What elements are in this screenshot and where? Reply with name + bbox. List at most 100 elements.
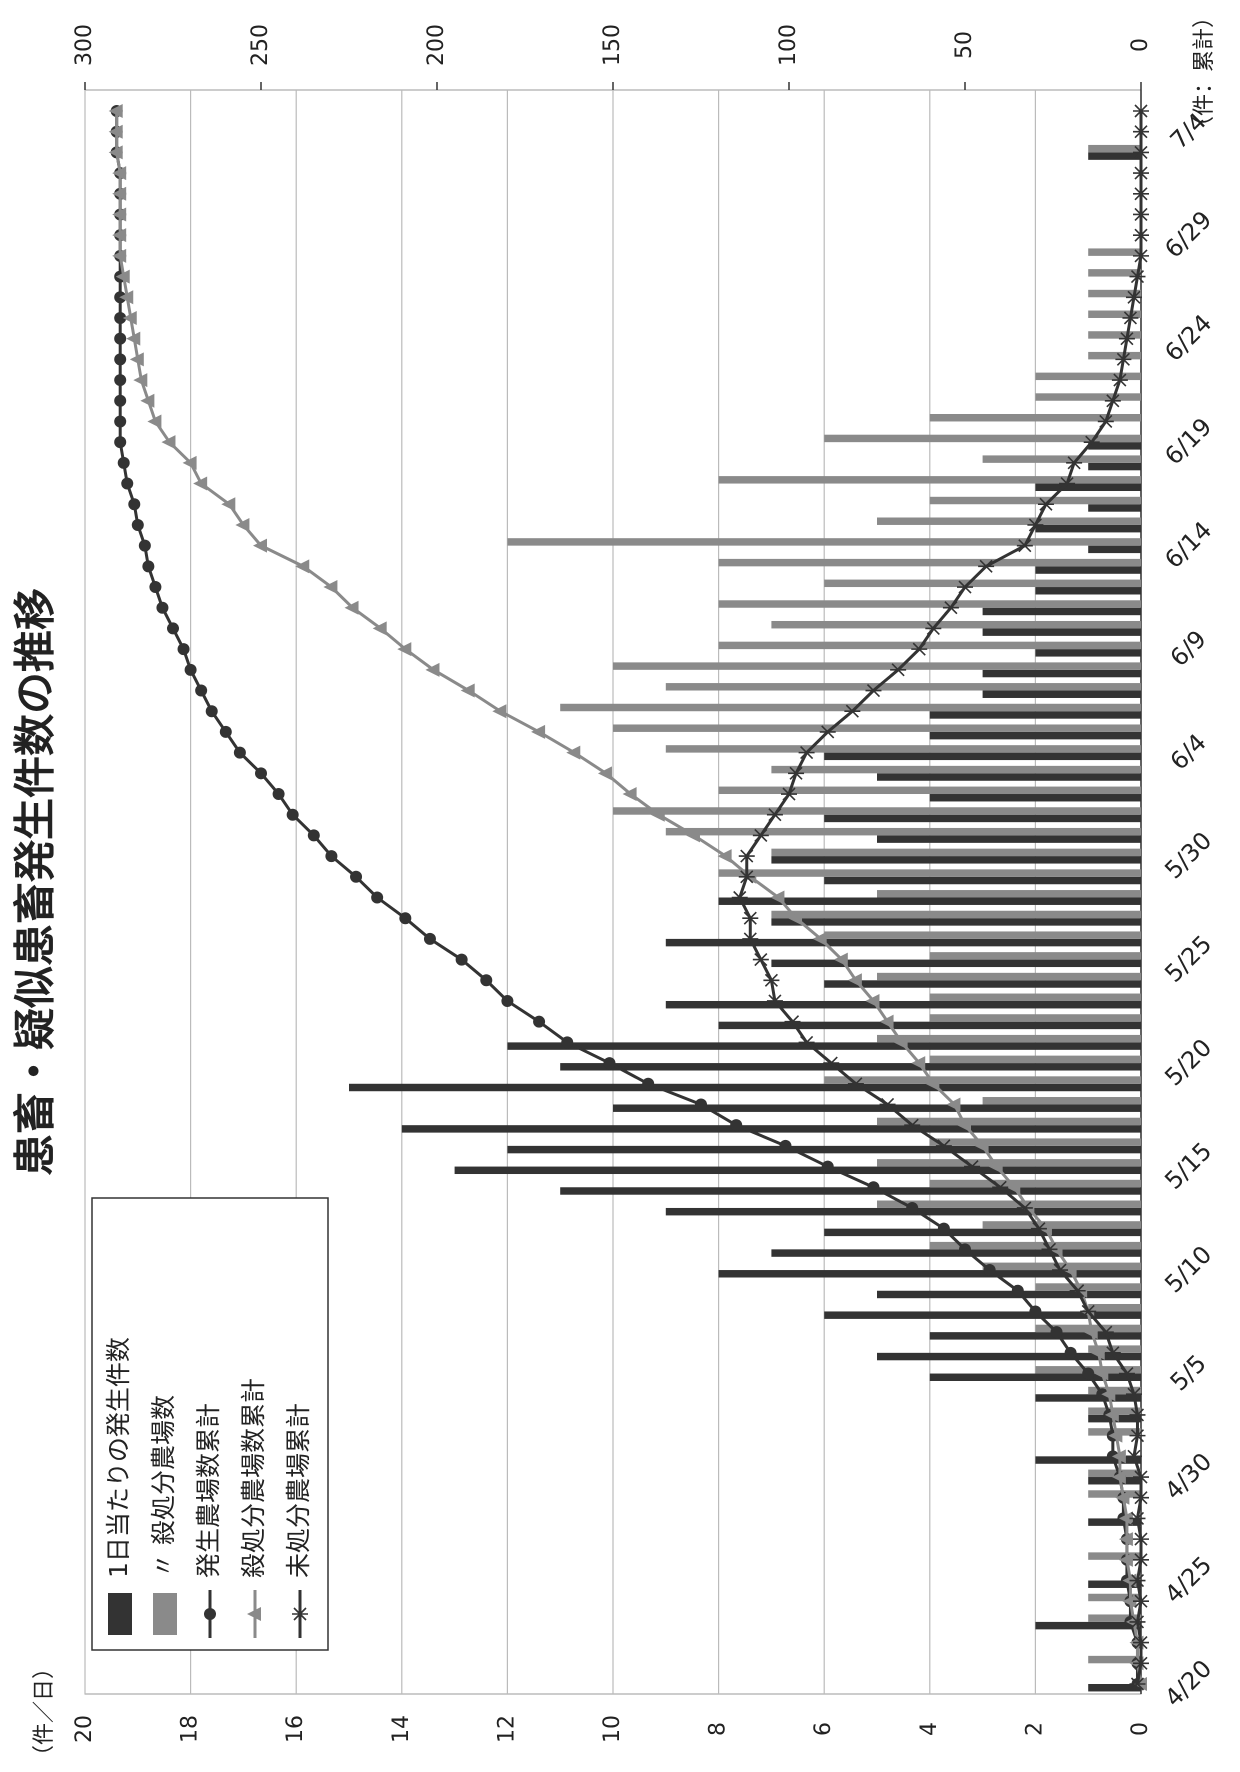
bar (1088, 442, 1141, 450)
legend-swatch (108, 1593, 132, 1635)
marker (730, 1119, 743, 1132)
marker (147, 414, 162, 429)
legend-swatch (153, 1593, 177, 1635)
bar (613, 724, 1141, 732)
bar (877, 890, 1141, 898)
marker (423, 932, 436, 945)
marker (221, 497, 236, 512)
marker (731, 890, 748, 905)
marker (622, 787, 637, 802)
marker (1129, 270, 1146, 284)
marker (1041, 1242, 1058, 1256)
marker (1133, 249, 1149, 263)
marker (1083, 435, 1100, 449)
bar (771, 620, 1142, 629)
marker (1129, 1615, 1146, 1629)
marker (978, 559, 995, 573)
marker (112, 186, 127, 201)
y2-tick-label: 300 (72, 24, 97, 66)
x-tick-label: 5/10 (1159, 1240, 1217, 1298)
marker (937, 1222, 950, 1235)
bar (507, 1145, 1141, 1154)
bar (1088, 1552, 1141, 1560)
marker (156, 601, 169, 614)
bar (824, 876, 1141, 885)
bar (1088, 351, 1141, 360)
bar (1088, 152, 1141, 160)
marker (1133, 187, 1149, 201)
marker (480, 974, 493, 987)
marker (1125, 1449, 1142, 1463)
marker (1129, 1677, 1146, 1691)
bar (824, 434, 1141, 443)
y2-tick-label: 50 (952, 31, 977, 59)
marker (182, 455, 197, 470)
marker (879, 1097, 896, 1112)
x-tick-label: 6/9 (1165, 625, 1212, 672)
bar (824, 752, 1141, 761)
bar (982, 690, 1141, 698)
bar (877, 1034, 1141, 1043)
bar (929, 1055, 1141, 1064)
marker (114, 374, 127, 387)
x-tick-label: 5/25 (1159, 930, 1217, 988)
x-tick-label: 5/30 (1159, 826, 1217, 884)
x-tick-label: 6/4 (1165, 728, 1212, 775)
marker (129, 352, 144, 367)
y2-tick-label: 100 (776, 24, 801, 66)
bar (982, 455, 1141, 463)
x-tick-label: 5/5 (1165, 1349, 1212, 1396)
bar (929, 731, 1141, 740)
marker (112, 207, 127, 222)
marker (738, 849, 755, 863)
marker (1133, 1656, 1149, 1670)
marker (425, 662, 440, 677)
bar (771, 848, 1142, 857)
marker (1104, 1407, 1119, 1422)
marker (1090, 1345, 1105, 1360)
marker (1111, 373, 1128, 387)
marker (865, 683, 882, 698)
y-tick-label: 18 (178, 1715, 203, 1743)
marker (1052, 1263, 1069, 1277)
marker (1016, 1201, 1033, 1215)
y-tick-label: 20 (72, 1715, 97, 1743)
bar (1088, 1469, 1141, 1478)
marker (460, 683, 475, 698)
marker (149, 581, 162, 594)
bar (454, 1166, 1142, 1175)
marker (742, 911, 759, 925)
bar (1088, 504, 1141, 512)
marker (1097, 1325, 1114, 1339)
bar (929, 1241, 1141, 1250)
marker (1133, 1532, 1149, 1546)
marker (867, 1181, 880, 1194)
bar (1088, 1490, 1141, 1498)
y2-tick-label: 0 (1128, 38, 1153, 52)
bar (982, 1262, 1141, 1271)
marker (1118, 1532, 1133, 1547)
bar (1035, 649, 1142, 657)
marker (307, 829, 320, 842)
bar (1035, 393, 1142, 401)
bar (982, 669, 1141, 678)
bar (665, 1207, 1141, 1216)
marker (1030, 1222, 1047, 1236)
marker (195, 684, 208, 697)
bar (877, 1117, 1141, 1126)
marker (935, 1139, 952, 1153)
marker (983, 1264, 996, 1277)
bar (401, 1125, 1141, 1133)
marker (812, 931, 827, 946)
bar (718, 600, 1141, 608)
marker (1122, 1594, 1137, 1609)
legend-box (91, 1197, 329, 1651)
bar (1088, 144, 1141, 153)
marker (1133, 1636, 1149, 1650)
bar (771, 1249, 1142, 1257)
x-tick-label: 6/24 (1159, 309, 1217, 367)
marker (1129, 1573, 1146, 1588)
bar (771, 765, 1142, 774)
x-tick-label: 5/20 (1159, 1033, 1217, 1091)
marker (788, 911, 803, 926)
